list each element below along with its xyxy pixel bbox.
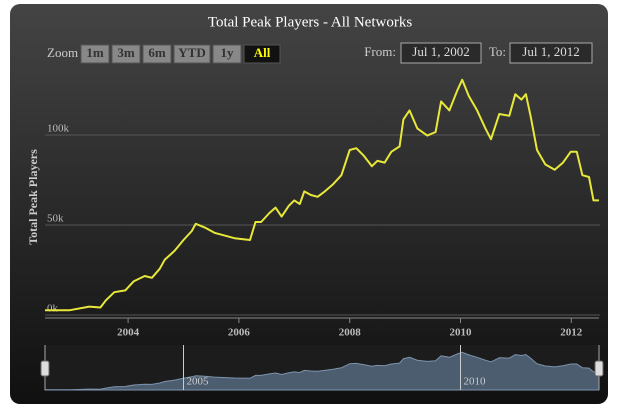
zoom-button-label[interactable]: 3m xyxy=(117,45,135,60)
navigator-tick-label: 2005 xyxy=(187,376,210,388)
zoom-button[interactable] xyxy=(173,44,211,64)
data-line xyxy=(45,78,599,312)
to-input-box[interactable] xyxy=(509,42,593,64)
y-tick-label: 100k xyxy=(47,123,70,135)
navigator-handle[interactable] xyxy=(40,360,50,377)
zoom-button-label[interactable]: 1m xyxy=(86,45,104,60)
navigator-handle[interactable] xyxy=(594,360,604,377)
zoom-button[interactable] xyxy=(80,44,110,64)
y-tick-label: 50k xyxy=(47,213,64,225)
navigator-tick-label: 2010 xyxy=(464,376,487,388)
from-input-box[interactable] xyxy=(400,42,482,64)
to-label: To: xyxy=(489,44,506,59)
from-input[interactable]: Jul 1, 2002 xyxy=(412,44,469,59)
zoom-button[interactable] xyxy=(142,44,172,64)
panel xyxy=(10,4,608,404)
x-tick-label: 2004 xyxy=(117,327,140,339)
to-input[interactable]: Jul 1, 2012 xyxy=(522,44,579,59)
x-tick-label: 2012 xyxy=(560,327,583,339)
zoom-button[interactable] xyxy=(111,44,141,64)
zoom-button-label[interactable]: 1y xyxy=(221,45,235,60)
x-tick-label: 2006 xyxy=(228,327,251,339)
x-tick-label: 2010 xyxy=(450,327,473,339)
zoom-label: Zoom xyxy=(47,45,78,60)
zoom-button[interactable] xyxy=(212,44,242,64)
zoom-button-label[interactable]: YTD xyxy=(178,45,205,60)
zoom-button[interactable] xyxy=(243,44,281,64)
from-label: From: xyxy=(364,44,396,59)
zoom-button-label[interactable]: All xyxy=(254,45,271,60)
x-tick-label: 2008 xyxy=(339,327,362,339)
zoom-button-label[interactable]: 6m xyxy=(148,45,166,60)
y-tick-label: 0k xyxy=(47,303,59,315)
chart-title: Total Peak Players - All Networks xyxy=(208,14,412,30)
y-axis-title: Total Peak Players xyxy=(26,149,40,245)
